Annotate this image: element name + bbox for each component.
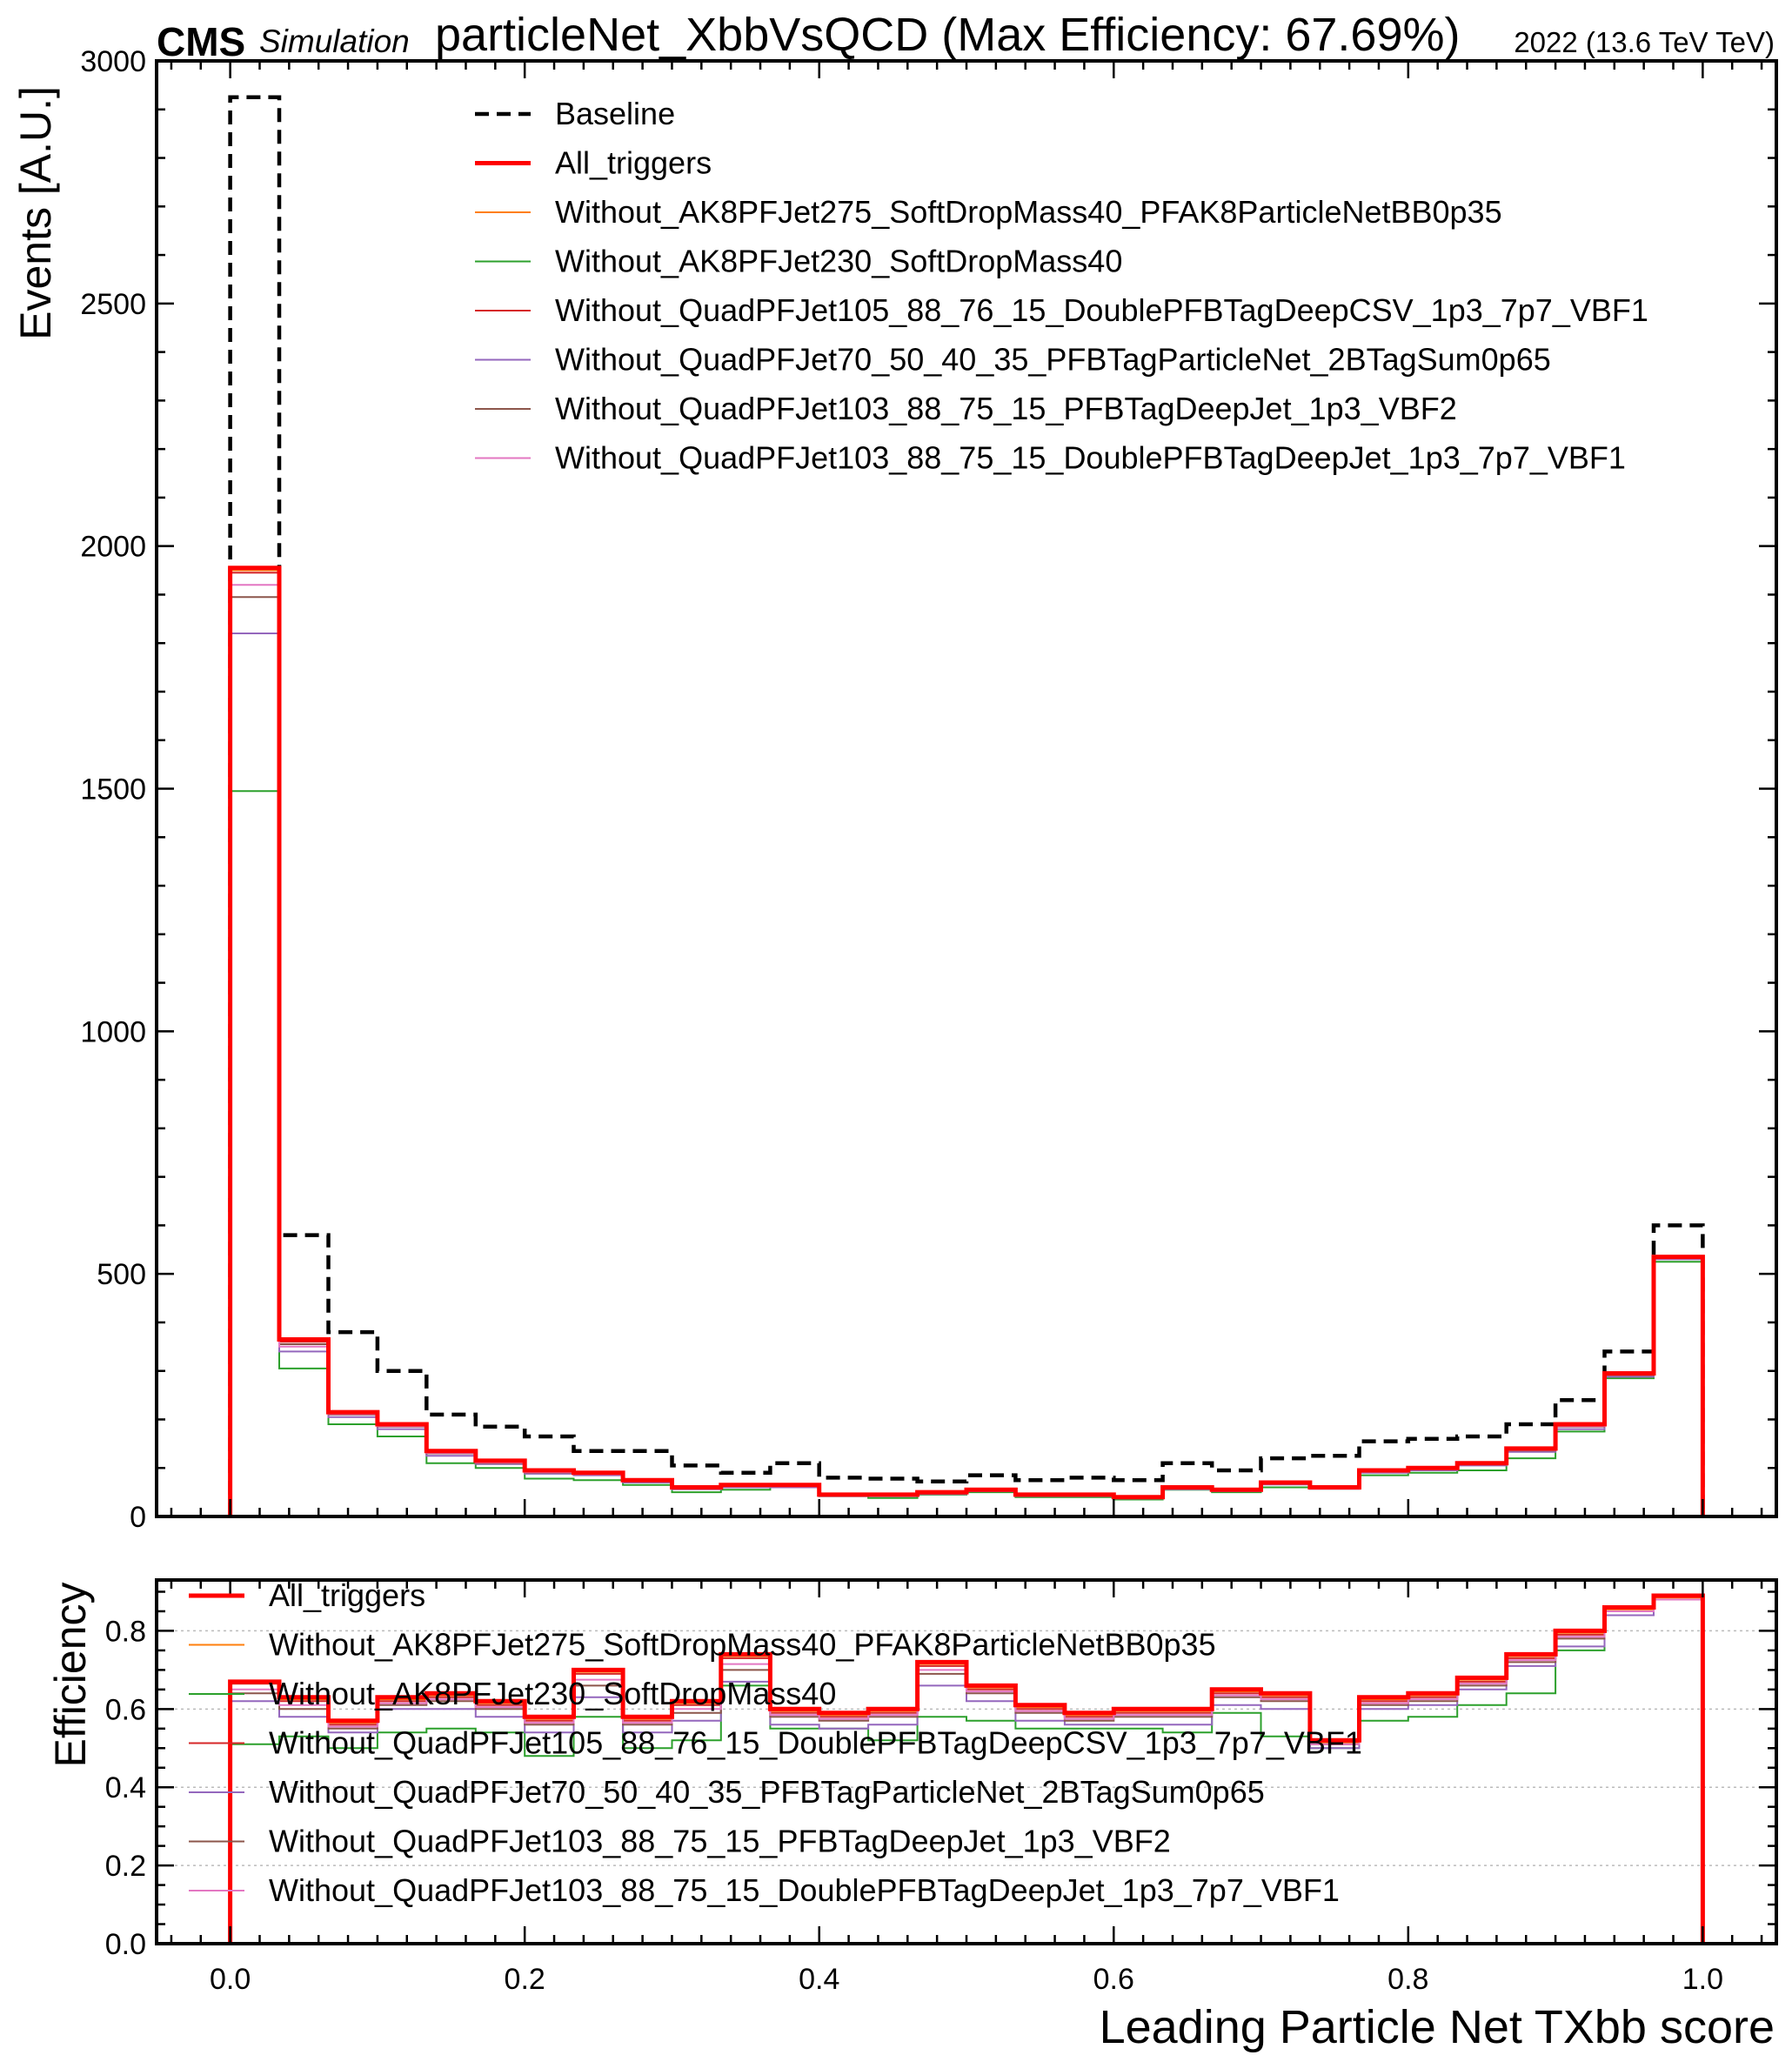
top-series-without_ak8_275 [229,569,1704,1516]
y-tick-label: 1500 [80,773,146,807]
top-panel: 0 500 1000 1500 2000 2500 3000 Events [A.U.] B… [11,45,1778,1534]
legend-label-without_quad105: Without_QuadPFJet105_88_76_15_DoublePFBT… [269,1725,1362,1761]
legend-label-without_quad103_deepjet: Without_QuadPFJet103_88_75_15_PFBTagDeep… [269,1824,1171,1859]
bottom-plot-frame [155,1578,1778,1945]
top-series-without_quad105 [229,572,1704,1516]
legend-label-without_quad105: Without_QuadPFJet105_88_76_15_DoublePFBT… [555,292,1648,328]
x-tick-label: 0.4 [799,1963,839,1996]
x-tick-label: 0.2 [505,1963,545,1996]
y-tick-label: 0.8 [105,1615,146,1648]
y-tick-label: 0 [130,1501,146,1534]
top-series-without_ak8_230 [229,790,1704,1516]
top-series-without_quad70 [229,633,1704,1516]
top-y-axis-label: Events [A.U.] [11,86,60,340]
bottom-series-all_triggers [228,1593,1705,1944]
legend-label-without_ak8_230: Without_AK8PFJet230_SoftDropMass40 [269,1676,836,1711]
x-tick-label: 0.0 [210,1963,251,1996]
legend-label-without_ak8_275: Without_AK8PFJet275_SoftDropMass40_PFAK8… [269,1627,1216,1663]
legend-label-without_quad103_deepjet: Without_QuadPFJet103_88_75_15_PFBTagDeep… [555,391,1457,426]
x-tick-label: 1.0 [1682,1963,1723,1996]
top-plot-frame [155,59,1778,1518]
chart-title: particleNet_XbbVsQCD (Max Efficiency: 67… [435,9,1460,61]
y-tick-label: 2000 [80,531,146,564]
lumi-label: 2022 (13.6 TeV TeV) [1514,26,1775,58]
top-series-without_quad103_deepjet [229,596,1704,1516]
bottom-series-group [228,1593,1705,1944]
x-tick-label: 0.6 [1093,1963,1134,1996]
bottom-panel: 0.0 0.2 0.4 0.6 0.8 1.0 0.0 0.2 0.4 0.6 0.8 Effici… [46,1577,1778,2053]
x-tick-label: 0.8 [1387,1963,1428,1996]
y-tick-label: 0.0 [105,1928,146,1961]
legend-label-without_quad103_double: Without_QuadPFJet103_88_75_15_DoublePFBT… [269,1872,1340,1908]
y-tick-label: 0.2 [105,1850,146,1883]
legend-label-without_ak8_230: Without_AK8PFJet230_SoftDropMass40 [555,244,1122,279]
legend-label-without_quad70: Without_QuadPFJet70_50_40_35_PFBTagParti… [555,342,1551,378]
legend-label-baseline: Baseline [555,96,675,131]
y-tick-label: 0.4 [105,1771,146,1804]
legend-label-without_quad70: Without_QuadPFJet70_50_40_35_PFBTagParti… [269,1774,1265,1810]
legend-label-without_quad103_double: Without_QuadPFJet103_88_75_15_DoublePFBT… [555,440,1626,476]
top-series-baseline [228,95,1705,1516]
y-tick-label: 3000 [80,45,146,78]
simulation-label: Simulation [259,23,410,59]
bottom-y-axis-label: Efficiency [46,1582,95,1767]
top-series-without_quad103_double [229,584,1704,1516]
bottom-legend: All_triggers Without_AK8PFJet275_SoftDrop… [189,1577,1362,1908]
x-axis-label: Leading Particle Net TXbb score [1100,2001,1775,2053]
legend-label-all_triggers: All_triggers [269,1577,425,1613]
y-tick-label: 1000 [80,1015,146,1048]
bottom-series-without_ak8_230 [229,1598,1704,1944]
y-tick-label: 500 [97,1258,146,1291]
y-tick-label: 2500 [80,288,146,321]
legend-label-all_triggers: All_triggers [555,145,712,181]
cms-label: CMS [157,19,245,64]
top-series-all_triggers [228,566,1705,1516]
legend-label-without_ak8_275: Without_AK8PFJet275_SoftDropMass40_PFAK8… [555,194,1502,230]
top-series-group [228,95,1705,1516]
top-legend: Baseline All_triggers Without_AK8PFJet275_… [475,96,1648,476]
y-tick-label: 0.6 [105,1693,146,1726]
